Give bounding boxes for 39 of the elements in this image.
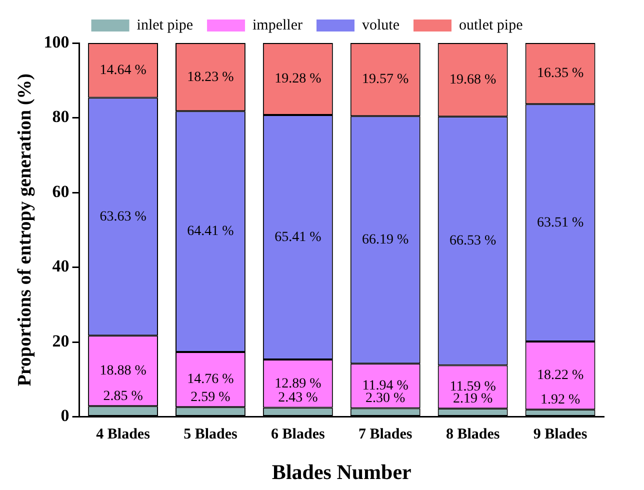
- data-label: 2.19 %: [452, 391, 493, 406]
- x-tick-label: 9 Blades: [533, 426, 588, 443]
- data-label: 14.64 %: [100, 63, 147, 78]
- data-label: 16.35 %: [536, 66, 584, 82]
- data-label: 19.68 %: [449, 72, 496, 88]
- data-label: 2.43 %: [278, 390, 318, 406]
- data-label: 1.92 %: [540, 392, 580, 408]
- y-tick-label: 20: [52, 331, 70, 350]
- legend-label: inlet pipe: [136, 17, 194, 34]
- legend-label: volute: [362, 17, 400, 34]
- data-label: 12.89 %: [274, 376, 322, 392]
- data-label: 66.53 %: [449, 234, 496, 249]
- data-label: 19.57 %: [362, 72, 410, 88]
- y-tick-label: 80: [52, 107, 70, 126]
- legend-label: outlet pipe: [458, 17, 524, 34]
- x-axis-title: Blades Number: [272, 460, 412, 484]
- data-label: 66.19 %: [362, 232, 410, 248]
- data-label: 2.59 %: [190, 390, 231, 405]
- y-tick-label: 60: [52, 182, 70, 201]
- data-label: 63.63 %: [100, 209, 147, 224]
- data-label: 2.85 %: [103, 388, 144, 404]
- data-label: 18.22 %: [536, 368, 584, 384]
- data-label: 18.23 %: [187, 70, 234, 85]
- legend-label: impeller: [252, 17, 302, 34]
- data-label: 14.76 %: [187, 372, 234, 388]
- x-tick-label: 6 Blades: [271, 426, 325, 443]
- data-label: 18.88 %: [100, 364, 147, 379]
- x-tick-label: 7 Blades: [358, 426, 412, 443]
- x-tick-label: 4 Blades: [96, 426, 150, 443]
- data-label: 19.28 %: [274, 72, 322, 87]
- data-label: 65.41 %: [274, 230, 322, 245]
- y-tick-label: 0: [60, 406, 70, 426]
- y-axis-title: Proportions of entropy generation (%): [14, 74, 36, 386]
- x-tick-label: 5 Blades: [184, 426, 238, 443]
- x-tick-label: 8 Blades: [446, 426, 500, 443]
- data-label: 64.41 %: [187, 224, 234, 240]
- y-tick-label: 100: [44, 32, 70, 52]
- y-tick-label: 40: [52, 256, 70, 276]
- data-label: 63.51 %: [536, 215, 584, 230]
